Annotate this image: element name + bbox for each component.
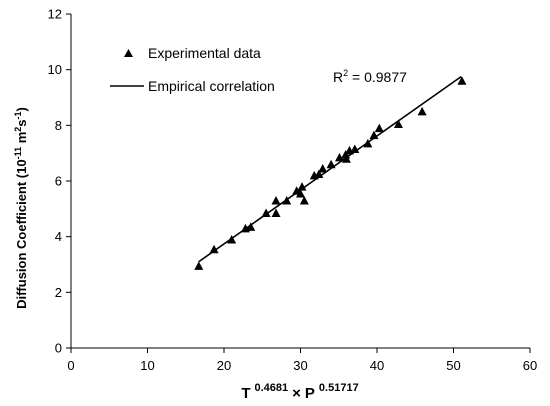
x-axis-ticks: 0 10 20 30 40 50 60 — [67, 348, 537, 373]
y-tick-label: 2 — [55, 285, 62, 300]
data-point-triangle — [296, 189, 305, 198]
y-axis-label: Diffusion Coefficient (10-11 m2s-1) — [13, 107, 29, 309]
legend-triangle-marker — [124, 49, 133, 57]
data-point-triangle — [318, 163, 328, 173]
x-tick-label: 40 — [370, 358, 384, 373]
legend: Experimental data Empirical correlation — [110, 45, 275, 94]
x-axis-label: T 0.4681 × P 0.51717 — [241, 382, 358, 402]
data-point-triangle — [314, 169, 324, 179]
x-tick-label: 50 — [446, 358, 460, 373]
legend-label-correlation: Empirical correlation — [148, 78, 275, 94]
data-point-triangle — [341, 154, 351, 163]
data-point-triangle — [369, 130, 379, 140]
y-tick-label: 12 — [48, 7, 62, 22]
y-axis-ticks: 0 2 4 6 8 10 12 — [48, 7, 71, 356]
y-tick-label: 10 — [48, 62, 62, 77]
legend-label-experimental: Experimental data — [148, 45, 261, 61]
data-point-triangle — [326, 159, 336, 169]
data-point-triangle — [227, 234, 237, 244]
x-tick-label: 60 — [523, 358, 537, 373]
data-point-triangle — [350, 144, 360, 153]
data-point-triangle — [374, 123, 384, 133]
data-point-triangle — [246, 222, 256, 231]
data-point-triangle — [271, 195, 281, 205]
data-point-triangle — [417, 106, 427, 116]
data-point-triangle — [363, 138, 373, 148]
data-point-triangle — [282, 195, 292, 205]
x-tick-label: 20 — [217, 358, 231, 373]
x-tick-label: 30 — [293, 358, 307, 373]
y-tick-label: 0 — [55, 341, 62, 356]
y-tick-label: 6 — [55, 174, 62, 189]
data-point-triangle — [271, 208, 281, 218]
data-point-triangle — [194, 261, 204, 270]
x-tick-label: 10 — [140, 358, 154, 373]
data-point-triangle — [393, 119, 403, 128]
data-point-triangle — [457, 76, 467, 85]
y-tick-label: 8 — [55, 118, 62, 133]
data-point-triangle — [299, 195, 309, 205]
data-point-triangle — [209, 244, 219, 254]
x-tick-label: 0 — [67, 358, 74, 373]
experimental-data-points — [194, 76, 467, 270]
r-squared-annotation: R2 = 0.9877 — [333, 68, 407, 85]
y-tick-label: 4 — [55, 229, 62, 244]
empirical-correlation-line — [198, 75, 462, 263]
data-point-triangle — [335, 152, 345, 162]
data-point-triangle — [261, 208, 271, 218]
data-point-triangle — [297, 182, 307, 191]
